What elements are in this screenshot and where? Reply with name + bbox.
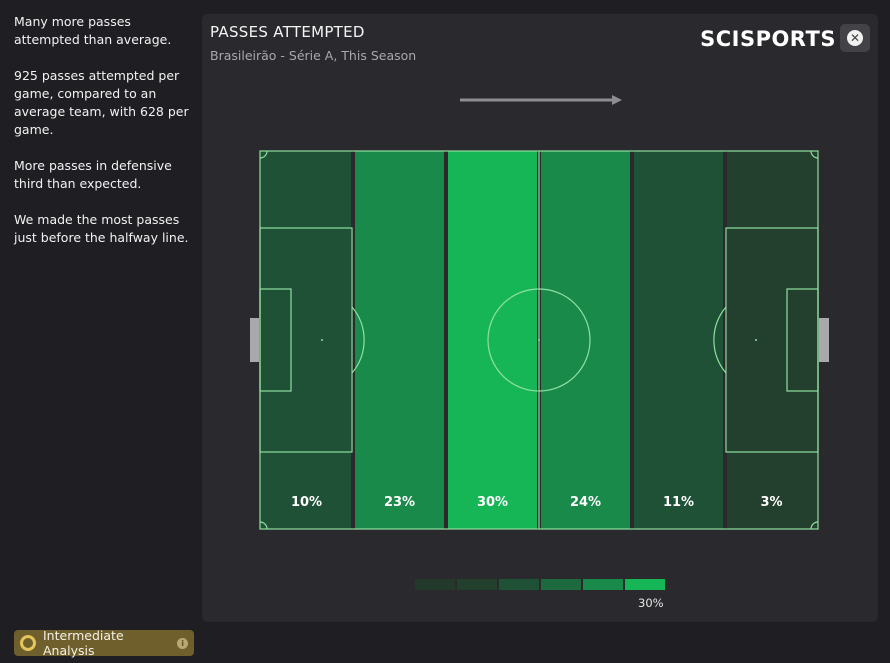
analysis-ring-icon [20, 635, 36, 651]
pitch: 10% 23% 30% 24% 11% 3% [250, 150, 829, 530]
pitch-zone-2 [355, 151, 444, 529]
panel-subtitle: Brasileirão - Série A, This Season [210, 48, 417, 63]
zone-percentage-label: 24% [570, 495, 601, 510]
centre-circle [487, 288, 591, 392]
legend-swatch [583, 579, 623, 590]
pitch-zone-4 [541, 151, 630, 529]
penalty-arc-left [351, 306, 365, 374]
penalty-arc-right [713, 306, 727, 374]
pitch-zone-6 [727, 151, 818, 529]
goal-area-left [259, 288, 292, 392]
brand-logo: SCISPORTS [700, 27, 836, 51]
close-button[interactable]: ✕ [840, 24, 870, 52]
penalty-spot-right [755, 339, 757, 341]
pitch-zone-5 [634, 151, 723, 529]
zone-percentage-label: 23% [384, 495, 415, 510]
zone-percentage-label: 30% [477, 495, 508, 510]
zone-percentage-label: 11% [663, 495, 694, 510]
insight-paragraph: Many more passes attempted than average. [14, 14, 172, 47]
zone-percentage-label: 10% [291, 495, 322, 510]
legend-swatch [541, 579, 581, 590]
legend-max-label: 30% [638, 596, 664, 610]
color-scale-legend [415, 579, 665, 590]
info-icon[interactable]: i [177, 637, 188, 649]
insights-sidebar: Many more passes attempted than average.… [14, 13, 196, 265]
legend-swatch [415, 579, 455, 590]
insight-paragraph: 925 passes attempted per game, compared … [14, 68, 189, 137]
legend-swatch [499, 579, 539, 590]
zone-percentage-label: 3% [760, 495, 782, 510]
corner-arc [259, 150, 268, 159]
penalty-spot-left [321, 339, 323, 341]
analysis-level-label: Intermediate Analysis [43, 628, 124, 658]
close-icon: ✕ [847, 30, 863, 46]
centre-spot [538, 339, 540, 341]
passes-panel: PASSES ATTEMPTED Brasileirão - Série A, … [202, 14, 878, 622]
panel-title: PASSES ATTEMPTED [210, 23, 365, 41]
pitch-zone-3 [448, 151, 537, 529]
insight-paragraph: We made the most passes just before the … [14, 212, 189, 245]
analysis-level-badge[interactable]: Intermediate Analysis i [14, 628, 194, 658]
goal-right [819, 318, 829, 362]
goal-left [250, 318, 259, 362]
corner-arc [810, 150, 819, 159]
insight-paragraph: More passes in defensive third than expe… [14, 158, 172, 191]
legend-swatch [625, 579, 665, 590]
corner-arc [810, 521, 819, 530]
corner-arc [259, 521, 268, 530]
goal-area-right [786, 288, 819, 392]
pitch-zone-1 [260, 151, 351, 529]
legend-swatch [457, 579, 497, 590]
direction-arrow-icon [460, 95, 622, 105]
